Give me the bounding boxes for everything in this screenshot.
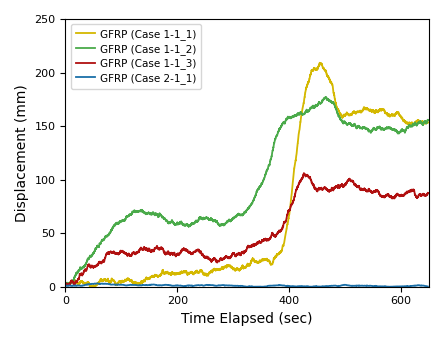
GFRP (Case 1-1_3)	[276, 230, 281, 234]
GFRP (Case 1-1_2)	[386, 125, 391, 130]
GFRP (Case 1-1_1)	[87, 285, 93, 289]
GFRP (Case 2-1_1)	[95, 281, 100, 285]
Line: GFRP (Case 1-1_1): GFRP (Case 1-1_1)	[65, 63, 428, 287]
GFRP (Case 1-1_2)	[425, 118, 431, 122]
GFRP (Case 1-1_2)	[63, 283, 68, 287]
GFRP (Case 1-1_1)	[238, 266, 244, 270]
GFRP (Case 2-1_1)	[244, 285, 249, 289]
Legend: GFRP (Case 1-1_1), GFRP (Case 1-1_2), GFRP (Case 1-1_3), GFRP (Case 2-1_1): GFRP (Case 1-1_1), GFRP (Case 1-1_2), GF…	[71, 24, 202, 89]
GFRP (Case 1-1_2)	[323, 95, 329, 99]
GFRP (Case 1-1_1)	[96, 281, 101, 285]
X-axis label: Time Elapsed (sec): Time Elapsed (sec)	[182, 312, 313, 326]
GFRP (Case 1-1_3)	[238, 253, 244, 257]
GFRP (Case 1-1_1)	[317, 61, 322, 65]
GFRP (Case 2-1_1)	[425, 284, 431, 288]
GFRP (Case 1-1_2)	[238, 212, 244, 216]
GFRP (Case 2-1_1)	[63, 284, 68, 288]
GFRP (Case 1-1_1)	[178, 271, 184, 276]
GFRP (Case 2-1_1)	[386, 285, 391, 289]
GFRP (Case 1-1_3)	[178, 249, 184, 253]
GFRP (Case 2-1_1)	[178, 284, 184, 288]
GFRP (Case 1-1_2)	[276, 130, 281, 134]
Line: GFRP (Case 1-1_3): GFRP (Case 1-1_3)	[65, 174, 428, 285]
GFRP (Case 1-1_2)	[412, 121, 418, 125]
GFRP (Case 1-1_1)	[425, 120, 431, 124]
Line: GFRP (Case 2-1_1): GFRP (Case 2-1_1)	[65, 283, 428, 287]
GFRP (Case 1-1_3)	[412, 193, 418, 197]
GFRP (Case 2-1_1)	[96, 281, 101, 285]
GFRP (Case 1-1_3)	[301, 172, 307, 176]
GFRP (Case 1-1_2)	[96, 245, 101, 249]
GFRP (Case 1-1_3)	[66, 283, 71, 287]
GFRP (Case 1-1_1)	[386, 112, 391, 116]
GFRP (Case 2-1_1)	[276, 283, 281, 287]
GFRP (Case 1-1_2)	[63, 283, 68, 287]
GFRP (Case 1-1_3)	[96, 262, 101, 266]
GFRP (Case 1-1_3)	[425, 191, 431, 195]
GFRP (Case 1-1_1)	[412, 121, 418, 125]
Y-axis label: Displacement (mm): Displacement (mm)	[15, 84, 29, 222]
GFRP (Case 2-1_1)	[238, 284, 244, 288]
GFRP (Case 1-1_1)	[63, 281, 68, 285]
GFRP (Case 1-1_3)	[63, 281, 68, 285]
GFRP (Case 1-1_3)	[386, 192, 391, 196]
GFRP (Case 2-1_1)	[412, 284, 418, 288]
Line: GFRP (Case 1-1_2): GFRP (Case 1-1_2)	[65, 97, 428, 285]
GFRP (Case 1-1_1)	[276, 252, 281, 256]
GFRP (Case 1-1_2)	[178, 220, 184, 224]
